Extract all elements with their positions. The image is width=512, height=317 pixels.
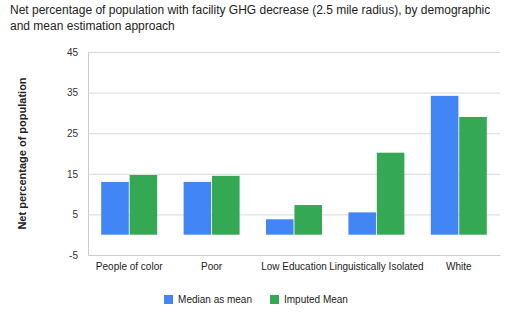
x-tick-label: People of color: [96, 261, 163, 272]
y-tick-label: 5: [72, 209, 78, 220]
title-line: and mean estimation approach: [10, 19, 175, 33]
y-tick-label: 45: [67, 47, 79, 58]
legend: Median as mean Imputed Mean: [164, 294, 348, 305]
y-tick-label: 35: [67, 87, 79, 98]
plot: -5 5 15 25 35 45 People of color Poor Low Educat…: [67, 47, 501, 272]
x-tick-label: Low Education: [261, 261, 327, 272]
bar: [294, 205, 322, 235]
y-tick: -5: [69, 250, 500, 261]
bar: [431, 96, 459, 235]
bar: [130, 175, 158, 235]
x-axis-line: [89, 255, 501, 256]
bar: [459, 117, 487, 235]
bar: [212, 176, 240, 235]
y-axis: -5 5 15 25 35 45: [67, 47, 500, 261]
bar: [184, 182, 212, 235]
legend-label: Median as mean: [178, 294, 252, 305]
bar: [101, 182, 129, 235]
bars: [101, 96, 487, 235]
x-tick-label: White: [446, 261, 472, 272]
x-tick-label: Linguistically Isolated: [329, 261, 424, 272]
grid-line: [88, 93, 500, 94]
y-axis-title: Net percentage of population: [16, 77, 28, 229]
legend-swatch: [164, 295, 173, 304]
y-tick-label: 15: [67, 169, 79, 180]
bar: [348, 212, 376, 234]
legend-item: Imputed Mean: [270, 294, 348, 305]
x-tick: Low Education: [261, 255, 327, 272]
grid-line: [88, 52, 500, 53]
x-tick-label: Poor: [201, 261, 223, 272]
grid-line: [88, 255, 500, 256]
title-line: Net percentage of population with facili…: [10, 3, 494, 17]
title: Net percentage of population with facili…: [10, 3, 494, 33]
x-tick: Poor: [201, 255, 223, 272]
x-tick: People of color: [96, 255, 163, 272]
bar: [266, 219, 294, 234]
y-tick-label: -5: [69, 250, 78, 261]
legend-item: Median as mean: [164, 294, 252, 305]
x-tick: White: [446, 255, 472, 272]
y-tick-label: 25: [67, 128, 79, 139]
x-tick: Linguistically Isolated: [329, 255, 424, 272]
bar: [377, 153, 405, 235]
y-tick: 45: [67, 47, 500, 58]
y-axis-line: [88, 53, 89, 256]
legend-label: Imputed Mean: [284, 294, 348, 305]
legend-swatch: [270, 295, 279, 304]
x-axis: People of color Poor Low EducationLinguist…: [89, 255, 501, 272]
chart: Net percentage of population with facili…: [0, 0, 512, 317]
